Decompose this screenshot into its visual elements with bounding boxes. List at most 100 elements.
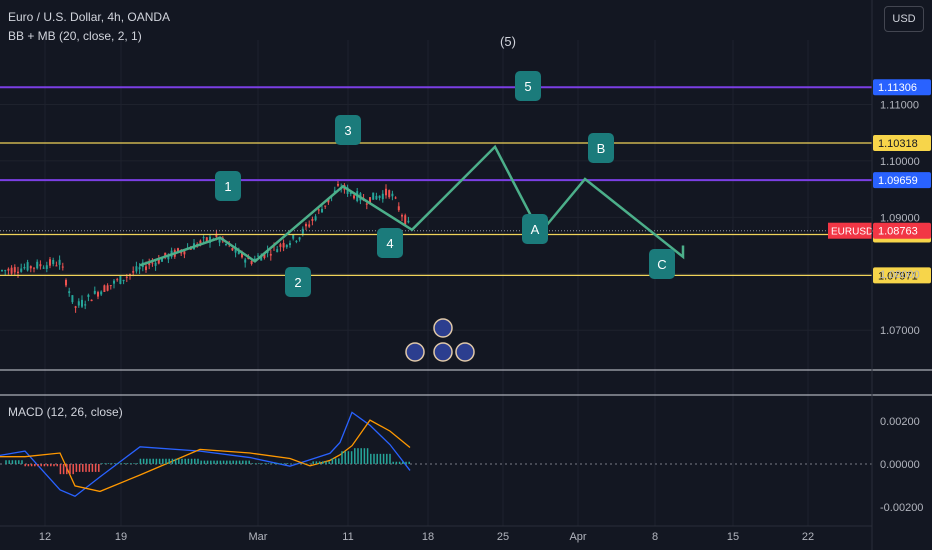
economic-event-icon[interactable]	[405, 342, 425, 362]
candle-body	[276, 249, 279, 253]
economic-events[interactable]	[405, 318, 475, 362]
candle-body	[138, 267, 141, 270]
candle-body	[237, 249, 240, 255]
candle-body	[314, 216, 317, 221]
economic-event-icon[interactable]	[433, 342, 453, 362]
time-tick-label: 18	[422, 531, 434, 543]
candle-body	[71, 295, 74, 303]
candle-body	[84, 304, 87, 306]
candle-body	[381, 193, 384, 200]
last-price-badge	[873, 222, 931, 239]
elliott-wave-path[interactable]	[139, 144, 685, 267]
horizontal-levels[interactable]: 1.113061.103181.096591.086961.07971EURUS…	[0, 79, 931, 284]
last-price-label: 1.08763	[878, 226, 918, 238]
wave-marker[interactable]	[285, 267, 311, 297]
wave-marker[interactable]	[215, 171, 241, 201]
candle-body	[407, 220, 410, 223]
wave-line[interactable]	[139, 144, 685, 267]
candle-body	[1, 270, 3, 272]
time-tick-label: 19	[115, 531, 127, 543]
price-tick-label: 1.10000	[880, 156, 920, 168]
candle-body	[177, 248, 179, 252]
wave-markers[interactable]: 1 2 3 4 5 A B C (5)	[215, 34, 675, 297]
price-tick-label: 1.09000	[880, 212, 920, 224]
candle-body	[317, 209, 320, 211]
candle-body	[301, 228, 304, 234]
candle-body	[151, 262, 154, 264]
candle-body	[87, 294, 90, 297]
candle-body	[218, 239, 221, 243]
price-tick-label: 1.07000	[880, 325, 920, 337]
price-badge	[873, 79, 931, 96]
wave-marker[interactable]	[588, 133, 614, 163]
candle-body	[97, 292, 99, 297]
time-tick-label: 25	[497, 531, 509, 543]
price-badge	[873, 172, 931, 189]
candle-body	[183, 251, 186, 255]
candle-body	[161, 258, 163, 262]
candle-body	[404, 215, 407, 225]
candle-body	[324, 205, 327, 207]
candle-body	[135, 266, 138, 272]
candle-body	[74, 306, 77, 308]
time-tick-label: Apr	[569, 531, 586, 543]
candle-body	[90, 299, 93, 302]
candle-body	[250, 260, 253, 265]
candle-body	[244, 259, 247, 263]
indicator-label[interactable]: BB + MB (20, close, 2, 1)	[8, 29, 142, 43]
candle-body	[269, 253, 272, 256]
candle-body	[167, 254, 170, 260]
price-badge	[873, 267, 931, 284]
symbol-title[interactable]: Euro / U.S. Dollar, 4h, OANDA	[8, 10, 171, 24]
currency-button[interactable]: USD	[884, 6, 924, 32]
price-badge-label: 1.10318	[878, 138, 918, 150]
candle-body	[122, 279, 125, 282]
wave-marker[interactable]	[377, 228, 403, 258]
wave-marker[interactable]	[522, 214, 548, 244]
candle-body	[215, 233, 218, 237]
economic-event-icon[interactable]	[455, 342, 475, 362]
candle-body	[77, 301, 80, 306]
candle-body	[397, 206, 400, 211]
candle-body	[154, 262, 157, 266]
wave-degree-label: (5)	[500, 34, 516, 49]
candle-body	[391, 193, 394, 197]
candle-body	[29, 266, 32, 269]
macd-line	[0, 411, 411, 497]
time-tick-label: 8	[652, 531, 658, 543]
macd-pane	[0, 411, 872, 497]
time-tick-label: 22	[802, 531, 814, 543]
candle-body	[378, 195, 381, 198]
candle-body	[10, 267, 13, 274]
price-badge	[873, 134, 931, 151]
wave-marker-label: 2	[294, 275, 301, 290]
wave-marker[interactable]	[335, 115, 361, 145]
candle-body	[401, 215, 403, 217]
candle-body	[17, 271, 19, 273]
macd-tick-label: -0.00200	[880, 502, 923, 514]
candle-body	[289, 243, 291, 246]
price-tick-label: 1.11000	[880, 99, 919, 111]
candle-body	[36, 261, 39, 269]
candle-body	[55, 265, 58, 267]
wave-marker[interactable]	[515, 71, 541, 101]
candle-body	[109, 285, 112, 287]
candle-body	[145, 266, 147, 271]
macd-label[interactable]: MACD (12, 26, close)	[8, 405, 123, 419]
time-tick-label: Mar	[249, 531, 268, 543]
candle-body	[119, 275, 122, 284]
candle-body	[7, 268, 10, 271]
candle-body	[202, 237, 205, 239]
candle-body	[365, 203, 368, 205]
candle-body	[65, 279, 67, 286]
economic-event-icon[interactable]	[433, 318, 453, 338]
wave-marker[interactable]	[649, 249, 675, 279]
candle-body	[372, 192, 375, 200]
time-tick-label: 11	[342, 531, 353, 543]
wave-marker-label: 5	[524, 79, 531, 94]
candle-body	[68, 291, 71, 294]
candle-body	[20, 268, 23, 272]
symbol-badge-label: EURUSD	[831, 227, 873, 238]
